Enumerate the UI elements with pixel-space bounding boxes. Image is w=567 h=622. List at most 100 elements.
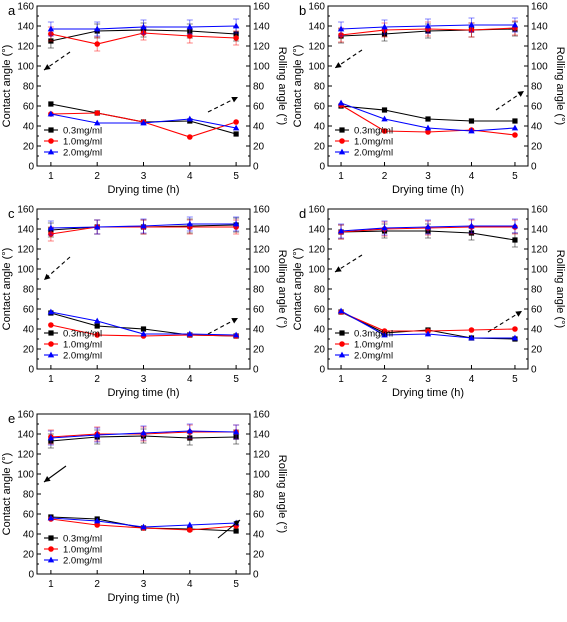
- data-point-rolling: [232, 124, 240, 131]
- y-tick-label: 100: [17, 470, 34, 481]
- x-tick-label: 5: [512, 374, 518, 385]
- legend-marker: [47, 556, 55, 563]
- y-tick-label: 40: [314, 325, 326, 336]
- x-tick-label: 3: [141, 171, 147, 182]
- panel-letter: c: [8, 206, 15, 221]
- y2-tick-label: 60: [531, 102, 543, 113]
- y2-tick-label: 120: [253, 42, 270, 53]
- legend-marker: [339, 127, 345, 133]
- chart-panel-a: 0 0 20 20 40 40 60 60 80 80 100 100 120 120 140 140 160 1…: [1, 2, 288, 197]
- y-tick-label: 0: [319, 365, 325, 376]
- y2-tick-label: 80: [253, 490, 265, 501]
- x-axis-label: Drying time (h): [107, 184, 179, 196]
- data-point-contact: [512, 237, 518, 243]
- legend-marker: [338, 351, 346, 358]
- y-axis-label: Contact angle (°): [1, 248, 13, 331]
- legend-label: 1.0mg/ml: [354, 340, 393, 351]
- data-point-contact: [47, 224, 55, 231]
- x-tick-label: 4: [187, 374, 193, 385]
- data-point-contact: [93, 223, 101, 230]
- data-point-contact: [47, 25, 55, 32]
- legend-marker: [338, 148, 346, 155]
- legend: 0.3mg/ml1.0mg/ml2.0mg/ml: [44, 329, 102, 362]
- legend-marker: [339, 341, 345, 347]
- y-axis-label: Contact angle (°): [292, 248, 304, 331]
- data-point-rolling: [381, 328, 388, 334]
- x-tick-label: 1: [338, 171, 344, 182]
- data-point-rolling: [468, 327, 475, 333]
- y-tick-label: 140: [308, 225, 325, 236]
- legend-marker: [48, 341, 54, 347]
- x-tick-label: 1: [338, 374, 344, 385]
- x-tick-label: 2: [94, 579, 100, 590]
- panel-letter: a: [8, 3, 16, 18]
- y-tick-label: 20: [314, 142, 326, 153]
- x-tick-label: 2: [382, 171, 388, 182]
- arrow-head: [44, 476, 51, 482]
- y2-tick-label: 60: [253, 305, 265, 316]
- data-point-contact: [337, 25, 345, 32]
- data-point-contact: [424, 223, 432, 230]
- y-tick-label: 120: [17, 450, 34, 461]
- y-tick-label: 40: [23, 530, 35, 541]
- y-tick-label: 60: [314, 102, 326, 113]
- x-axis-label: Drying time (h): [107, 387, 179, 399]
- data-point-rolling: [381, 107, 388, 113]
- data-point-contact: [186, 427, 194, 434]
- x-tick-label: 5: [233, 171, 239, 182]
- y-tick-label: 120: [17, 42, 34, 53]
- data-point-contact: [187, 33, 193, 39]
- data-point-rolling: [425, 116, 431, 122]
- x-tick-label: 4: [469, 374, 475, 385]
- x-tick-label: 2: [382, 374, 388, 385]
- y-tick-label: 40: [23, 325, 35, 336]
- legend-label: 2.0mg/ml: [354, 351, 393, 362]
- y2-tick-label: 160: [531, 2, 548, 13]
- arrow-left-axis: [43, 51, 71, 71]
- data-point-rolling: [93, 317, 101, 324]
- y2-tick-label: 0: [531, 162, 537, 173]
- y2-axis-label: Rolling angle (°): [554, 250, 566, 328]
- data-point-contact: [468, 222, 475, 229]
- y2-tick-label: 60: [253, 102, 265, 113]
- legend-label: 0.3mg/ml: [63, 126, 102, 137]
- y-tick-label: 160: [308, 205, 325, 216]
- legend-label: 2.0mg/ml: [63, 351, 102, 362]
- arrow-head: [515, 311, 522, 317]
- arrow-head: [335, 266, 342, 272]
- y-axis-label: Contact angle (°): [292, 45, 304, 128]
- y2-tick-label: 120: [531, 245, 548, 256]
- x-tick-label: 4: [187, 579, 193, 590]
- data-point-contact: [186, 220, 194, 227]
- y-tick-label: 160: [308, 2, 325, 13]
- y-axis-label: Contact angle (°): [1, 45, 13, 128]
- data-point-rolling: [94, 522, 100, 528]
- data-point-contact: [140, 429, 147, 436]
- data-point-rolling: [337, 99, 345, 106]
- legend-label: 1.0mg/ml: [63, 545, 102, 556]
- y2-tick-label: 0: [253, 365, 259, 376]
- y-tick-label: 60: [23, 102, 35, 113]
- legend-label: 1.0mg/ml: [63, 137, 102, 148]
- y2-tick-label: 100: [253, 470, 270, 481]
- data-point-rolling: [94, 110, 100, 116]
- data-point-rolling: [48, 322, 54, 328]
- legend-label: 1.0mg/ml: [63, 340, 102, 351]
- y-tick-label: 120: [17, 245, 34, 256]
- data-point-rolling: [94, 323, 100, 329]
- arrow-left-axis: [334, 254, 363, 273]
- data-point-rolling: [186, 330, 194, 337]
- y2-tick-label: 80: [253, 285, 265, 296]
- y-tick-label: 140: [17, 22, 34, 33]
- data-point-rolling: [512, 326, 518, 332]
- arrow-right-axis: [207, 96, 239, 113]
- data-point-rolling: [425, 129, 431, 135]
- chart-panel-b: 0 0 20 20 40 40 60 60 80 80 100 100 120 120 140 140 160 1…: [292, 2, 566, 197]
- y2-tick-label: 140: [531, 22, 548, 33]
- y2-tick-label: 40: [253, 530, 265, 541]
- x-tick-label: 5: [512, 171, 518, 182]
- y-tick-label: 60: [314, 305, 326, 316]
- y2-tick-label: 100: [531, 62, 548, 73]
- x-tick-label: 5: [233, 374, 239, 385]
